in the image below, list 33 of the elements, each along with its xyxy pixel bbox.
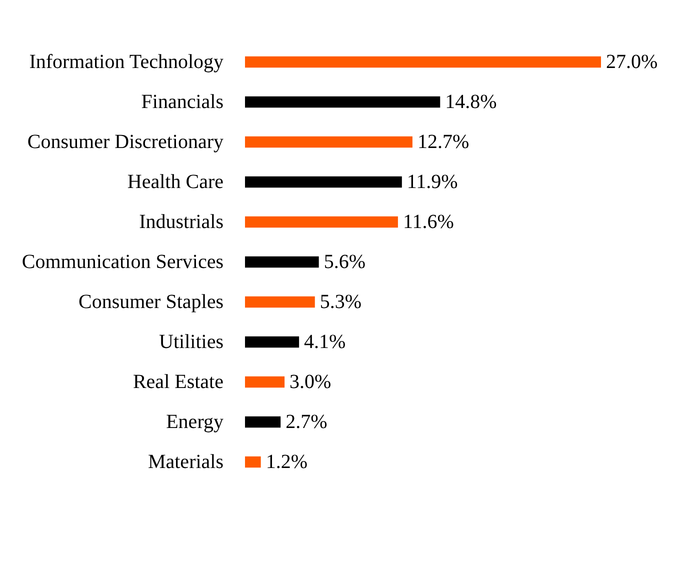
bar [245,296,315,308]
y-tick-label: Health Care [127,171,224,193]
data-label: 2.7% [286,411,328,433]
y-tick-label: Energy [166,411,224,433]
data-label: 11.6% [402,211,454,233]
data-label: 5.6% [324,251,366,273]
y-tick-label: Materials [148,451,224,473]
bar [245,256,319,268]
bar [245,376,285,388]
data-label: 3.0% [290,371,332,393]
data-label: 27.0% [606,51,658,73]
bar [245,456,261,468]
bar [245,136,412,148]
bar [245,96,440,108]
bar [245,416,281,428]
data-label: 1.2% [266,451,308,473]
y-tick-label: Industrials [139,211,224,233]
data-label: 4.1% [304,331,346,353]
y-tick-label: Consumer Discretionary [27,131,224,153]
y-tick-label: Consumer Staples [78,291,224,313]
y-tick-label: Communication Services [22,251,224,273]
y-tick-label: Information Technology [29,51,224,73]
y-tick-label: Real Estate [132,371,224,393]
bar [245,216,398,228]
y-tick-label: Utilities [159,331,224,353]
bar [245,336,300,348]
bar [245,56,601,68]
data-label: 14.8% [445,91,497,113]
data-label: 5.3% [320,291,362,313]
data-label: 11.9% [406,171,458,193]
y-tick-label: Financials [141,91,224,113]
data-label: 12.7% [417,131,470,153]
bar [245,176,402,188]
